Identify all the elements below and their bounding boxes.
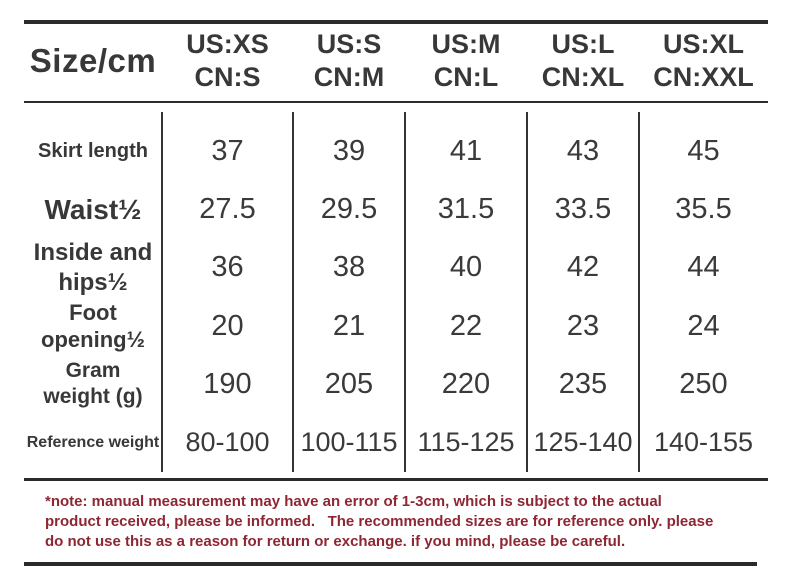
cn-size-label: CN:S <box>194 62 261 92</box>
value-cell: 41 <box>449 134 483 167</box>
cn-size-label: CN:XXL <box>653 62 754 92</box>
value-cell: 31.5 <box>437 192 495 225</box>
measurement-note: *note: manual measurement may have an er… <box>45 492 765 552</box>
size-chart-header: Size/cm US:XS CN:S US:S CN:M US:M CN:L U… <box>24 22 768 100</box>
value-cell: 190 <box>203 367 252 400</box>
value-cell: 44 <box>687 251 720 284</box>
value-cell: 140-155 <box>653 427 754 458</box>
us-size-label: US:M <box>431 29 501 59</box>
note-line: *note: manual measurement may have an er… <box>45 493 662 510</box>
value-cell: 100-115 <box>300 427 398 458</box>
value-cell: 35.5 <box>675 192 732 225</box>
value-cell: 45 <box>687 134 720 167</box>
note-line: product received, please be informed. Th… <box>45 513 714 530</box>
value-cell: 22 <box>449 309 483 342</box>
value-cell: 235 <box>558 367 608 400</box>
value-cell: 29.5 <box>320 192 378 225</box>
row-label-inside-and-hips: Inside and hips½ <box>33 238 153 296</box>
value-cell: 38 <box>332 251 366 284</box>
cn-size-label: CN:L <box>433 62 499 92</box>
row-label-reference-weight: Reference weight <box>26 433 160 451</box>
us-size-label: US:XS <box>186 29 269 59</box>
column-divider <box>404 112 406 472</box>
value-cell: 80-100 <box>185 427 270 458</box>
size-unit-header: Size/cm <box>29 42 157 79</box>
column-header-m: US:M CN:L <box>405 22 527 100</box>
value-cell: 43 <box>566 134 600 167</box>
value-cell: 220 <box>441 367 491 400</box>
value-cell: 39 <box>332 134 366 167</box>
column-divider <box>292 112 294 472</box>
row-label-waist: Waist½ <box>44 193 142 225</box>
value-cell: 42 <box>566 251 600 284</box>
size-chart-body: Skirt length 37 39 41 43 45 Waist½ 27.5 … <box>24 122 768 472</box>
cn-size-label: CN:M <box>313 62 385 92</box>
column-header-xl: US:XL CN:XXL <box>639 22 768 100</box>
us-size-label: US:XL <box>663 29 744 59</box>
value-cell: 21 <box>332 309 366 342</box>
row-label-foot-opening: Foot opening½ <box>41 299 145 353</box>
value-cell: 20 <box>211 309 244 342</box>
value-cell: 23 <box>566 309 600 342</box>
value-cell: 115-125 <box>417 427 515 458</box>
value-cell: 250 <box>679 367 728 400</box>
row-label-gram-weight: Gram weight (g) <box>43 359 143 409</box>
column-divider <box>526 112 528 472</box>
value-cell: 37 <box>211 134 244 167</box>
us-size-label: US:S <box>316 29 382 59</box>
value-cell: 36 <box>211 251 244 284</box>
column-header-xs: US:XS CN:S <box>162 22 293 100</box>
value-cell: 24 <box>687 309 720 342</box>
column-header-l: US:L CN:XL <box>527 22 639 100</box>
us-size-label: US:L <box>551 29 615 59</box>
table-bottom-rule <box>24 478 768 481</box>
column-header-s: US:S CN:M <box>293 22 405 100</box>
row-label-skirt-length: Skirt length <box>37 139 148 162</box>
value-cell: 40 <box>449 251 483 284</box>
column-divider <box>638 112 640 472</box>
cn-size-label: CN:XL <box>541 62 625 92</box>
bottom-rule <box>24 562 757 566</box>
value-cell: 125-140 <box>533 427 633 458</box>
value-cell: 205 <box>324 367 374 400</box>
top-rule <box>24 20 768 24</box>
note-line: do not use this as a reason for return o… <box>45 533 626 550</box>
header-divider-rule <box>24 101 768 103</box>
column-divider <box>161 112 163 472</box>
value-cell: 33.5 <box>554 192 612 225</box>
value-cell: 27.5 <box>199 192 256 225</box>
